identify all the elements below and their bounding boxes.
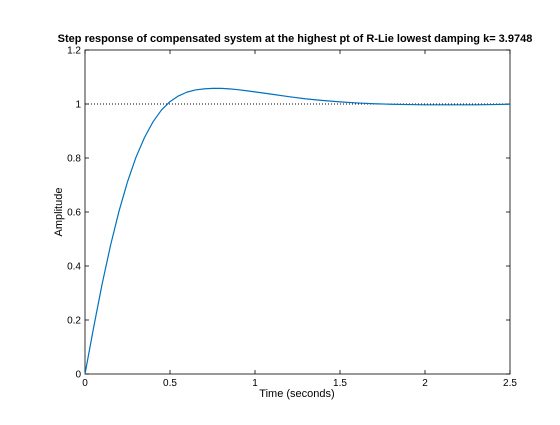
step-response-line [84,87,511,375]
x-tick-label: 2.5 [503,378,517,389]
y-tick-label: 0 [75,370,81,381]
axis-ticks: 0 0.5 1 1.5 2 2.5 0 0.2 0.4 0.6 0.8 1 1.2 [67,46,517,390]
y-tick-label: 0.8 [67,154,81,165]
x-tick-label: 1.5 [333,378,347,389]
x-tick-label: 0.5 [163,378,177,389]
y-tick-label: 0.2 [67,316,81,327]
x-tick-label: 1 [252,378,258,389]
y-tick-label: 1 [75,100,81,111]
chart-title: Step response of compensated system at t… [58,33,533,45]
y-tick-label: 1.2 [67,46,81,57]
y-tick-label: 0.4 [67,262,81,273]
series-group [84,87,511,375]
plot-area [84,49,511,375]
y-axis-label: Amplitude [53,188,65,237]
y-tick-label: 0.6 [67,208,81,219]
x-tick-label: 2 [422,378,428,389]
x-axis-label: Time (seconds) [259,388,334,400]
x-tick-label: 0 [82,378,88,389]
